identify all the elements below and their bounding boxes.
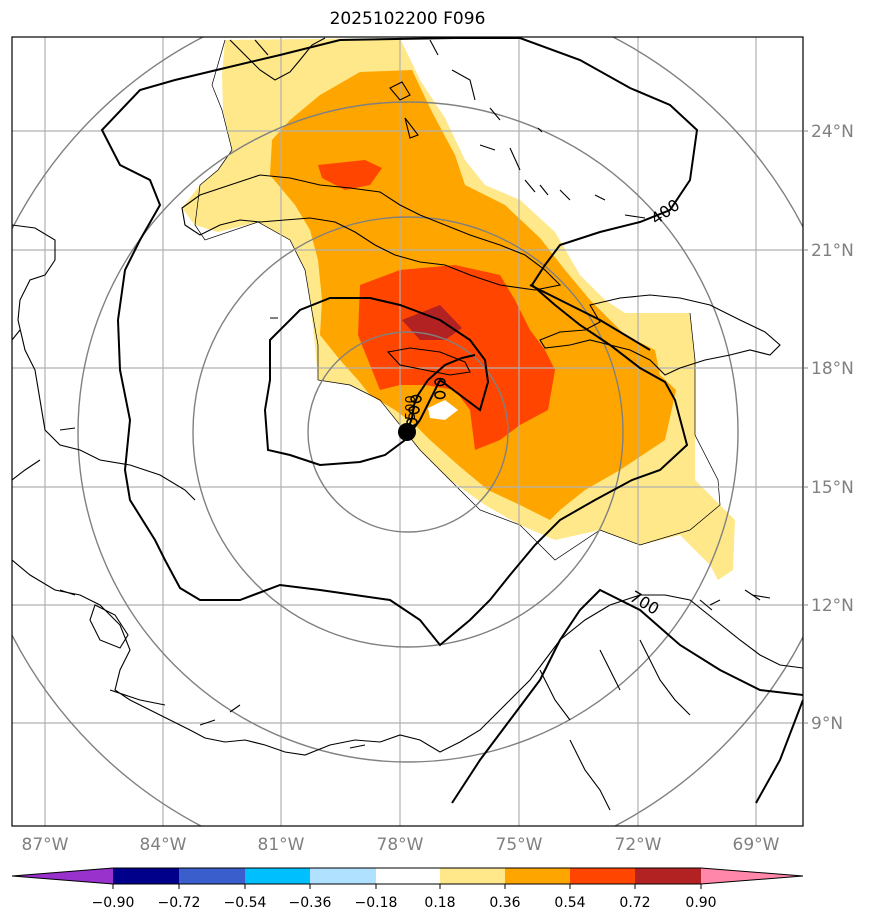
lat-label-21n: 21°N xyxy=(811,241,854,261)
contour-outer xyxy=(100,37,699,647)
colorbar-bin-5 xyxy=(376,868,440,884)
colorbar-bin-8 xyxy=(570,868,635,884)
lat-label-9n: 9°N xyxy=(811,714,843,734)
lon-label-72w: 72°W xyxy=(615,835,662,855)
lat-label-24n: 24°N xyxy=(811,122,854,142)
longitude-labels: 87°W 84°W 81°W 78°W 75°W 72°W 69°W xyxy=(22,835,780,855)
colorbar-bin-3 xyxy=(245,868,310,884)
colorbar-bin-4 xyxy=(310,868,376,884)
colorbar-tick-9: 0.72 xyxy=(619,895,650,911)
coast-jamaica xyxy=(386,347,471,376)
contour-label-500: 500 xyxy=(404,395,419,420)
lat-label-12n: 12°N xyxy=(811,596,854,616)
colorbar-bin-9 xyxy=(635,868,701,884)
shade-white-spot xyxy=(428,400,458,420)
latitude-labels: 24°N 21°N 18°N 15°N 12°N 9°N xyxy=(803,122,854,734)
coast-small-islands xyxy=(12,317,761,611)
coast-bahamas xyxy=(389,39,646,219)
coast-hispaniola xyxy=(539,294,781,376)
storm-center-marker xyxy=(398,423,416,441)
colorbar-tick-6: 0.18 xyxy=(424,895,455,911)
map-title: 2025102200 F096 xyxy=(329,9,486,29)
colorbar-bin-1 xyxy=(113,868,179,884)
lon-label-78w: 78°W xyxy=(377,835,424,855)
colorbar: −0.90 −0.72 −0.54 −0.36 −0.18 0.18 0.36 … xyxy=(11,867,804,911)
contour-inner xyxy=(263,297,490,467)
lat-label-18n: 18°N xyxy=(811,359,854,379)
colorbar-tick-8: 0.54 xyxy=(554,895,585,911)
range-rings xyxy=(12,37,803,826)
colorbar-bin-7 xyxy=(505,868,570,884)
lon-label-84w: 84°W xyxy=(140,835,187,855)
coast-colombia-venezuela xyxy=(539,594,803,811)
colorbar-tick-10: 0.90 xyxy=(685,895,716,911)
contour-south-east xyxy=(451,588,803,804)
shade-0.72 xyxy=(402,305,462,340)
coast-cuba xyxy=(181,174,562,291)
gridlines xyxy=(12,37,803,826)
lat-label-15n: 15°N xyxy=(811,478,854,498)
coast-central-america xyxy=(12,459,665,756)
colorbar-extend-right xyxy=(701,868,803,884)
colorbar-tick-1: −0.90 xyxy=(92,895,135,911)
coastlines xyxy=(12,37,803,811)
colorbar-bin-2 xyxy=(179,868,245,884)
colorbar-tick-7: 0.36 xyxy=(489,895,520,911)
storm-track xyxy=(398,354,476,441)
coast-panama-islands xyxy=(59,589,366,749)
colorbar-tick-3: −0.54 xyxy=(224,895,267,911)
colorbar-tick-2: −0.72 xyxy=(158,895,201,911)
shade-0.54 xyxy=(318,160,382,190)
shading-field xyxy=(182,38,735,580)
lon-label-75w: 75°W xyxy=(496,835,543,855)
lon-label-81w: 81°W xyxy=(258,835,305,855)
lon-label-69w: 69°W xyxy=(733,835,780,855)
coast-yucatan-belize xyxy=(12,224,196,501)
shade-0.54b xyxy=(358,265,555,450)
colorbar-bin-6 xyxy=(440,868,505,884)
colorbar-tick-5: −0.18 xyxy=(355,895,398,911)
contour-lines xyxy=(100,37,803,804)
shade-outline xyxy=(194,39,721,561)
track-line xyxy=(406,354,476,433)
contour-label-400: 400 xyxy=(647,195,683,228)
map-frame xyxy=(11,36,804,827)
lon-label-87w: 87°W xyxy=(22,835,69,855)
colorbar-tick-4: −0.36 xyxy=(289,895,332,911)
contour-east xyxy=(529,284,651,351)
colorbar-extend-left xyxy=(12,868,113,884)
coast-puerto-rico xyxy=(709,594,771,606)
